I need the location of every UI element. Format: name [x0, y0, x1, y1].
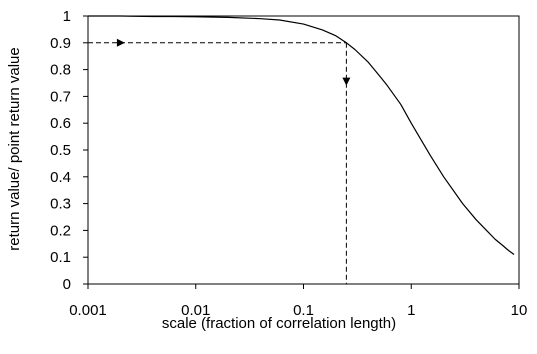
axes	[83, 15, 520, 289]
x-tick-label: 10	[511, 302, 528, 319]
series-line	[88, 15, 515, 256]
arrow-down-icon	[342, 77, 351, 86]
y-axis-title: return value/ point return value	[6, 47, 23, 250]
y-tick-label: 1	[63, 8, 71, 25]
x-tick-label: 0.1	[293, 302, 314, 319]
y-tick-label: 0	[63, 276, 71, 293]
y-tick-label: 0.1	[50, 249, 71, 266]
arrow-right-icon	[116, 38, 125, 47]
y-tick-label: 0.2	[50, 222, 71, 239]
x-tick-label: 1	[407, 302, 415, 319]
tick-labels: 0 0.1 0.2 0.3 0.4 0.5 0.6 0.7 0.8 0.9 1 0.001 0.01 0.…	[50, 8, 527, 319]
y-tick-label: 0.7	[50, 88, 71, 105]
y-tick-label: 0.5	[50, 142, 71, 159]
series-layer	[88, 15, 515, 256]
y-tick-label: 0.9	[50, 35, 71, 52]
guide-lines	[88, 38, 351, 284]
plot-area-frame	[87, 15, 520, 285]
x-tick-label: 0.01	[181, 302, 210, 319]
y-tick-label: 0.6	[50, 115, 71, 132]
x-tick-label: 0.001	[69, 302, 107, 319]
y-tick-label: 0.3	[50, 196, 71, 213]
y-tick-label: 0.8	[50, 62, 71, 79]
x-axis-title: scale (fraction of correlation length)	[162, 315, 396, 332]
y-tick-label: 0.4	[50, 169, 71, 186]
